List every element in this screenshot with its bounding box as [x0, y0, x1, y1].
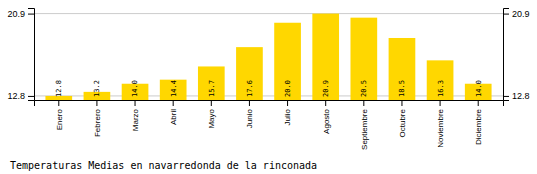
x-tick-label: Septiembre: [360, 108, 369, 149]
x-tick: Julio: [283, 100, 292, 125]
x-tick-mark: [401, 100, 402, 106]
x-tick-mark: [96, 100, 97, 106]
data-label: 20.5: [360, 80, 368, 97]
x-tick-mark: [363, 100, 364, 106]
x-tick: Noviembre: [436, 100, 445, 148]
x-tick-mark: [325, 100, 326, 106]
x-tick: Marzo: [131, 100, 140, 131]
data-label: 17.6: [246, 80, 254, 97]
right-y-axis: 12.8 20.9: [503, 9, 530, 102]
x-tick-label: Febrero: [93, 108, 102, 137]
data-label: 13.2: [93, 80, 101, 97]
x-tick-mark: [173, 100, 174, 106]
y-tick: 20.9: [7, 9, 34, 19]
bar: [389, 38, 416, 100]
bar: [274, 23, 301, 100]
x-tick: Abril: [169, 100, 178, 125]
bar: [427, 60, 454, 100]
data-label: 14.0: [131, 80, 139, 97]
bar: [312, 14, 339, 100]
y-tick-mark: [28, 96, 34, 97]
x-tick: Diciembre: [474, 100, 483, 145]
x-tick: Mayo: [207, 100, 216, 129]
x-tick-label: Marzo: [131, 108, 140, 131]
x-tick: Junio: [245, 100, 254, 128]
x-axis: Enero Febrero Marzo Abril Mayo Junio Julio Agos…: [35, 100, 504, 150]
bars: [45, 14, 491, 100]
bar: [350, 18, 377, 100]
y-tick-label: 12.8: [512, 91, 530, 101]
x-tick-label: Octubre: [398, 108, 407, 137]
grid-line: [34, 13, 503, 14]
y-tick: 12.8: [503, 91, 530, 101]
y-tick-mark: [503, 96, 509, 97]
data-label: 14.0: [475, 80, 483, 97]
bar: [236, 47, 263, 100]
x-tick-label: Abril: [169, 109, 178, 125]
data-label: 15.7: [208, 80, 216, 97]
x-tick: Octubre: [398, 100, 407, 137]
data-label: 18.5: [398, 80, 406, 97]
data-label: 20.9: [322, 80, 330, 97]
data-label: 12.8: [55, 80, 63, 97]
y-tick: 20.9: [503, 9, 530, 19]
x-tick-label: Agosto: [321, 108, 330, 133]
x-tick: Agosto: [321, 100, 330, 134]
x-tick-mark: [58, 100, 59, 106]
y-tick: 12.8: [7, 91, 34, 101]
y-tick-label: 20.9: [7, 9, 25, 19]
data-labels: 12.8 13.2 14.0 14.4 15.7 17.6 20.0 20.9 20.5 18.5…: [55, 80, 482, 97]
y-axis-line: [28, 9, 35, 101]
y-tick-mark: [503, 14, 509, 15]
x-tick-mark: [211, 100, 212, 106]
x-axis-line: [35, 101, 504, 107]
x-tick-label: Diciembre: [474, 108, 483, 145]
y-tick-label: 20.9: [512, 9, 530, 19]
x-tick-mark: [135, 100, 136, 106]
data-label: 20.0: [284, 80, 292, 97]
bar: [198, 66, 225, 100]
x-tick: Enero: [55, 100, 64, 130]
y-tick-label: 12.8: [7, 91, 25, 101]
title: Temperaturas Medias en navarredonda de l…: [10, 160, 317, 171]
x-tick-label: Mayo: [207, 108, 216, 128]
x-tick-label: Noviembre: [436, 108, 445, 147]
chart: 12.8 13.2 14.0 14.4 15.7 17.6 20.0 20.9 20.5 18.5…: [0, 0, 537, 174]
x-tick-mark: [440, 100, 441, 106]
x-tick-label: Enero: [55, 108, 64, 130]
plot: 12.8 13.2 14.0 14.4 15.7 17.6 20.0 20.9 20.5 18.5…: [7, 9, 529, 150]
left-y-axis: 12.8 20.9: [7, 9, 34, 102]
y-axis-line: [504, 9, 510, 101]
y-tick-mark: [28, 14, 34, 15]
x-tick-mark: [287, 100, 288, 106]
data-label: 14.4: [170, 80, 178, 97]
x-tick-label: Junio: [245, 108, 254, 128]
x-tick-label: Julio: [283, 108, 292, 125]
x-tick: Febrero: [93, 100, 102, 137]
bar: [160, 80, 187, 100]
x-tick-mark: [249, 100, 250, 106]
data-label: 16.3: [437, 80, 445, 97]
x-tick-mark: [478, 100, 479, 106]
x-tick: Septiembre: [360, 100, 369, 150]
